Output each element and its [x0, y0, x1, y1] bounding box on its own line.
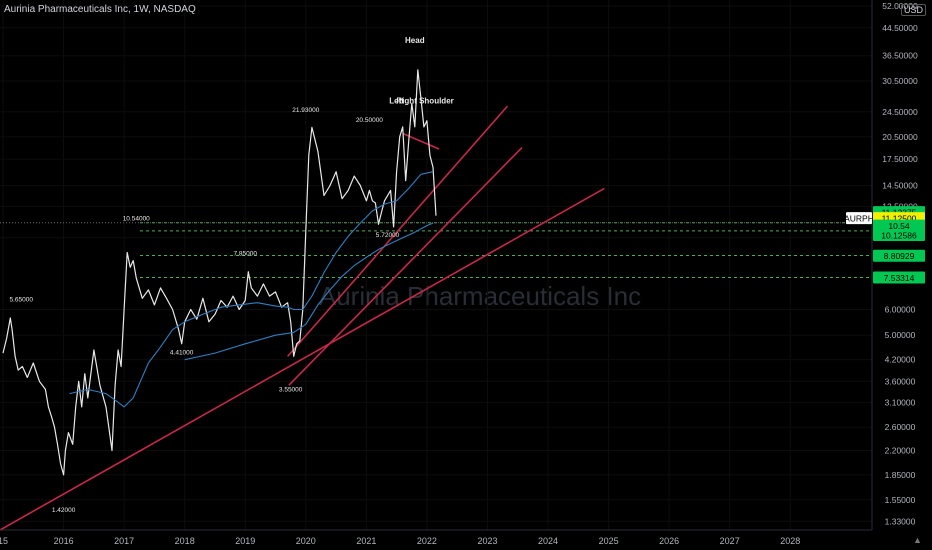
price-label-text: AURPH: [844, 214, 874, 224]
grid-layer: [0, 0, 872, 530]
y-tick-label: 17.50000: [882, 154, 918, 164]
moving-average-line-1: [69, 171, 434, 408]
price-labels: 11.12375AURPH11.1250010.5410.125868.8092…: [844, 206, 925, 284]
annotation-label: Left: [389, 96, 404, 105]
trendline: [0, 187, 605, 531]
x-tick-label: 2027: [720, 536, 740, 546]
annotation-label: 21.93000: [292, 107, 319, 114]
y-tick-label: 20.50000: [882, 132, 918, 142]
annotation-label: Right Shoulder: [396, 96, 453, 105]
x-tick-label: 2028: [780, 536, 800, 546]
y-tick-label: 24.50000: [882, 107, 918, 117]
symbol-header: Aurinia Pharmaceuticals Inc, 1W, NASDAQ: [4, 4, 196, 15]
y-tick-label: 52.00000: [882, 1, 918, 11]
y-tick-label: 44.50000: [882, 23, 918, 33]
price-label: 8.80929: [873, 249, 925, 262]
price-line: [2, 69, 437, 476]
trendlines[interactable]: [0, 105, 605, 531]
annotation-label: 7.85000: [234, 251, 258, 258]
price-label: 7.53314: [873, 271, 925, 284]
annotation-label: 3.55000: [279, 386, 303, 393]
x-tick-label: 2018: [175, 536, 195, 546]
price-label: 10.54: [873, 219, 925, 232]
y-tick-label: 14.50000: [882, 181, 918, 191]
price-label-text: 7.53314: [884, 273, 915, 283]
x-tick-label: 15: [0, 536, 8, 546]
x-tick-label: 2022: [417, 536, 437, 546]
currency-badge[interactable]: USD: [900, 4, 926, 16]
annotation-label: Head: [405, 36, 425, 45]
y-tick-label: 5.00000: [885, 330, 916, 340]
settings-icon[interactable]: ▲: [913, 535, 922, 545]
annotation-label: 10.54000: [123, 216, 150, 223]
series-layer: [2, 69, 437, 476]
y-tick-label: 1.33000: [885, 516, 916, 526]
y-tick-label: 1.55000: [885, 495, 916, 505]
x-tick-label: 2016: [54, 536, 74, 546]
watermark: Aurinia Pharmaceuticals Inc: [319, 281, 641, 311]
price-label: 10.12586: [873, 228, 925, 241]
annotations: 5.65000 1.42000 10.54000 4.41000 7.85000 3.55…: [9, 36, 453, 514]
x-axis[interactable]: 15 2016 2017 2018 2019 2020 2021 2022 2023 2024 20…: [0, 529, 872, 546]
x-tick-label: 2020: [296, 536, 316, 546]
x-tick-label: 2026: [659, 536, 679, 546]
y-tick-label: 3.60000: [885, 376, 916, 386]
price-label-text: 11.12500: [882, 214, 917, 224]
price-label-text: 10.12586: [881, 230, 917, 240]
trendline: [287, 105, 509, 357]
level-lines: [0, 222, 872, 279]
y-tick-label: 4.20000: [885, 355, 916, 365]
y-tick-label: 2.60000: [885, 422, 916, 432]
x-tick-label: 2024: [538, 536, 558, 546]
x-tick-label: 2017: [114, 536, 134, 546]
y-axis[interactable]: 52.00000 44.50000 36.50000 30.50000 24.50000…: [871, 0, 918, 530]
trendline: [288, 146, 523, 386]
price-label: AURPH: [844, 212, 874, 225]
x-tick-label: 2023: [477, 536, 497, 546]
x-tick-label: 2019: [235, 536, 255, 546]
annotation-label: 5.65000: [9, 297, 33, 304]
y-tick-label: 30.50000: [882, 76, 918, 86]
x-tick-label: 2025: [599, 536, 619, 546]
y-tick-label: 6.00000: [885, 305, 916, 315]
y-tick-label: 1.85000: [885, 470, 916, 480]
annotation-label: 20.50000: [356, 117, 383, 124]
y-tick-label: 3.10000: [885, 397, 916, 407]
price-label-text: 10.54: [888, 221, 910, 231]
annotation-label: 1.42000: [52, 507, 76, 514]
price-label-text: 8.80929: [884, 251, 915, 261]
annotation-label: 4.41000: [170, 350, 194, 357]
y-tick-label: 2.20000: [885, 446, 916, 456]
annotation-label: 5.72000: [376, 232, 400, 239]
moving-average-line-2: [184, 222, 434, 361]
x-tick-label: 2021: [356, 536, 376, 546]
y-tick-label: 36.50000: [882, 51, 918, 61]
